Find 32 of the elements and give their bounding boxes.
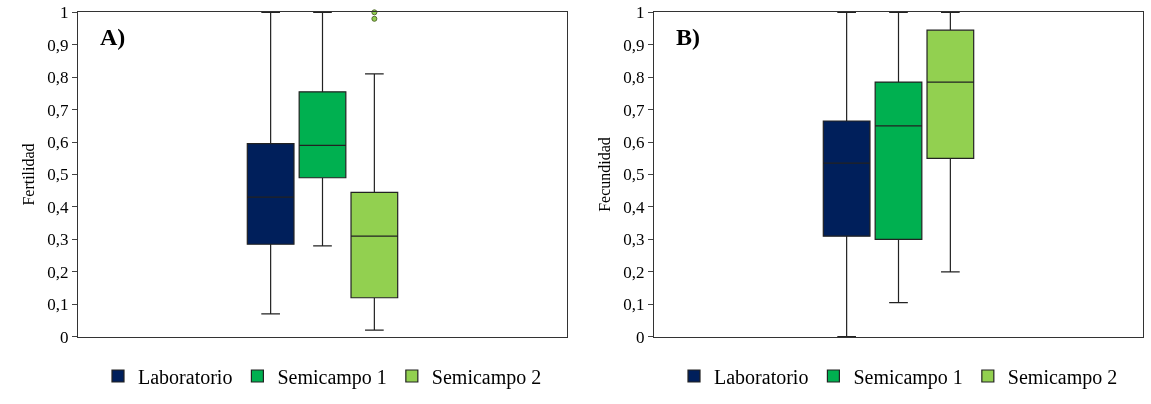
y-tick-label: 0,2 — [47, 262, 69, 282]
legend-label: Semicampo 1 — [853, 365, 963, 389]
y-tick-label: 0,8 — [623, 68, 645, 88]
legend-label: Semicampo 1 — [277, 365, 387, 389]
y-tick-label: 1 — [60, 3, 69, 23]
annotation: A) — [100, 24, 126, 50]
y-axis-title: Fertilidad — [20, 143, 38, 206]
y-tick-label: 0,4 — [47, 197, 70, 217]
legend-label: Semicampo 2 — [1007, 365, 1118, 389]
y-tick-label: 0,1 — [47, 295, 69, 315]
y-tick-label: 0,5 — [623, 165, 645, 185]
y-tick-label: 0,3 — [623, 230, 645, 250]
y-tick-label: 0,6 — [623, 133, 645, 153]
y-tick-label: 0,5 — [47, 165, 69, 185]
y-tick-label: 0,8 — [47, 68, 69, 88]
y-tick-label: 0,4 — [623, 197, 646, 217]
legend-label: Semicampo 2 — [431, 365, 542, 389]
y-tick-label: 0 — [636, 327, 645, 347]
y-tick-label: 0,7 — [47, 100, 70, 120]
y-tick-label: 0,7 — [623, 100, 646, 120]
y-tick-label: 0,9 — [623, 35, 645, 55]
y-tick-label: 1 — [636, 3, 645, 23]
y-axis-title: Fecundidad — [596, 137, 614, 212]
legend-label: Laboratorio — [138, 365, 233, 388]
annotation: B) — [676, 24, 700, 50]
y-tick-label: 0,9 — [47, 35, 69, 55]
y-tick-label: 0,6 — [47, 133, 69, 153]
y-tick-label: 0,1 — [623, 295, 645, 315]
y-tick-label: 0,3 — [47, 230, 69, 250]
legend-label: Laboratorio — [714, 365, 809, 388]
y-tick-label: 0,2 — [623, 262, 645, 282]
y-tick-label: 0 — [60, 327, 69, 347]
